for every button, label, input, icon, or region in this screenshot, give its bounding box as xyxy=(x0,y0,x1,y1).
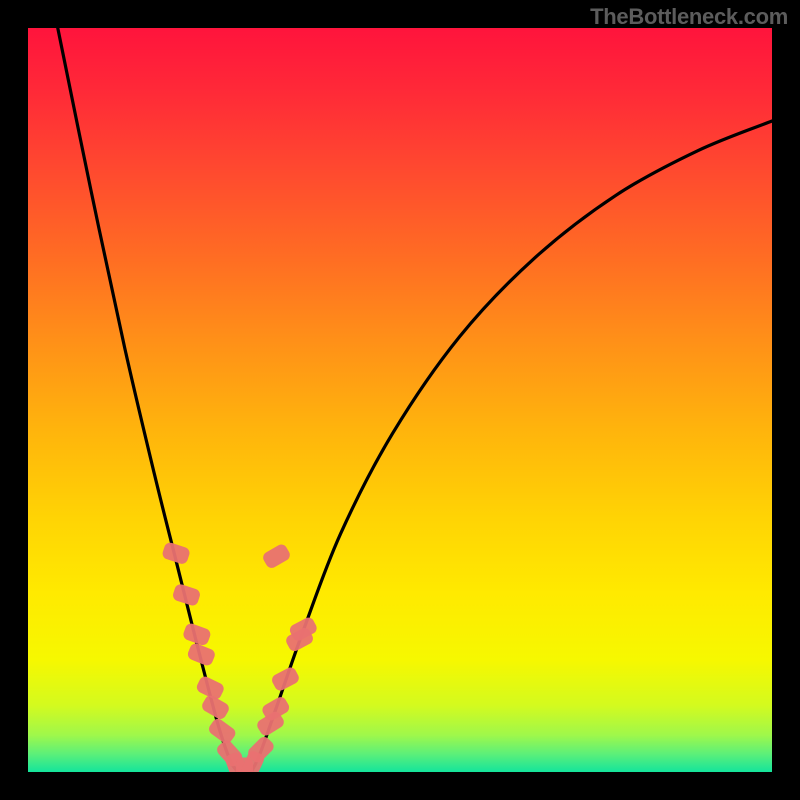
border-right xyxy=(772,0,800,800)
border-bottom xyxy=(0,772,800,800)
stage: TheBottleneck.com xyxy=(0,0,800,800)
border-left xyxy=(0,0,28,800)
plot-area xyxy=(28,28,772,772)
gradient-background xyxy=(28,28,772,772)
watermark-text: TheBottleneck.com xyxy=(590,4,788,30)
chart-svg xyxy=(28,28,772,772)
